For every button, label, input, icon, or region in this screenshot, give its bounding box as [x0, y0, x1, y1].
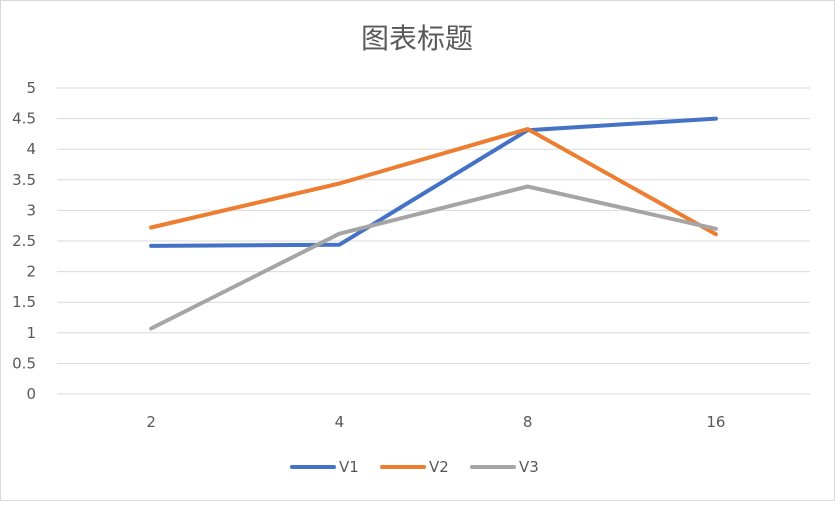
- gridlines: [57, 87, 810, 395]
- legend-label: V1: [339, 458, 359, 476]
- y-tick-label: 2: [26, 263, 36, 281]
- y-tick-label: 0.5: [12, 354, 36, 372]
- y-tick-label: 0: [26, 385, 36, 403]
- x-tick-label: 8: [523, 413, 533, 431]
- legend-label: V3: [519, 458, 539, 476]
- y-tick-label: 2.5: [12, 232, 36, 250]
- legend-item-v1: V1: [290, 458, 359, 476]
- y-tick-label: 4: [26, 140, 36, 158]
- series-line-v1: [149, 116, 718, 248]
- legend-item-v2: V2: [380, 458, 449, 476]
- x-tick-label: 2: [146, 413, 156, 431]
- legend: V1 V2 V3: [290, 458, 539, 476]
- series-lines: [149, 116, 718, 331]
- chart-title: 图表标题: [361, 22, 473, 55]
- y-tick-label: 3: [26, 201, 36, 219]
- y-axis-tick-labels: 0 0.5 1 1.5 2 2.5 3 3.5 4 4.5 5: [12, 79, 36, 403]
- y-tick-label: 4.5: [12, 110, 36, 128]
- series-line-v3: [149, 184, 718, 331]
- y-tick-label: 3.5: [12, 171, 36, 189]
- y-tick-label: 1: [26, 324, 36, 342]
- x-tick-label: 16: [706, 413, 725, 431]
- legend-label: V2: [429, 458, 449, 476]
- series-line-v2: [149, 127, 718, 237]
- y-tick-label: 1.5: [12, 293, 36, 311]
- legend-item-v3: V3: [470, 458, 539, 476]
- y-tick-label: 5: [26, 79, 36, 97]
- x-tick-label: 4: [335, 413, 345, 431]
- x-axis-tick-labels: 2 4 8 16: [146, 413, 725, 431]
